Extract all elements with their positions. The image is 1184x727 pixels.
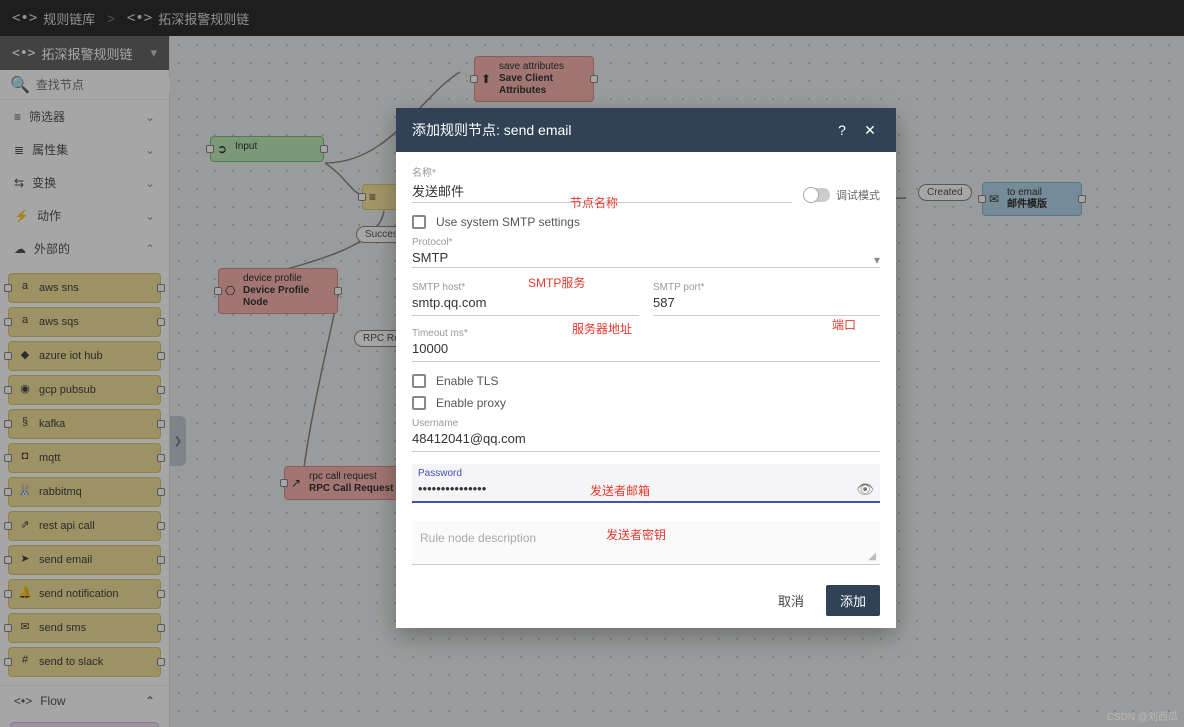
use-system-smtp-checkbox[interactable]: Use system SMTP settings (412, 215, 880, 229)
smtp-port-field[interactable]: SMTP port* 587 (653, 282, 880, 316)
confirm-button[interactable]: 添加 (826, 585, 880, 616)
smtp-host-field[interactable]: SMTP host* smtp.qq.com (412, 282, 639, 316)
username-field[interactable]: Username 48412041@qq.com (412, 418, 880, 452)
protocol-field[interactable]: Protocol* SMTP ▾ (412, 237, 880, 268)
add-node-modal: 添加规则节点: send email ? ✕ 名称* 发送邮件 调试模式 Use… (396, 108, 896, 628)
toggle-switch[interactable] (804, 188, 830, 202)
checkbox-icon (412, 374, 426, 388)
modal-footer: 取消 添加 (396, 573, 896, 628)
enable-tls-checkbox[interactable]: Enable TLS (412, 374, 880, 388)
close-icon[interactable]: ✕ (860, 120, 880, 140)
visibility-off-icon[interactable]: 👁 (856, 481, 874, 498)
checkbox-icon (412, 396, 426, 410)
password-field[interactable]: Password ••••••••••••••• 👁 (412, 464, 880, 503)
modal-body: 名称* 发送邮件 调试模式 Use system SMTP settings P… (396, 152, 896, 573)
debug-toggle[interactable]: 调试模式 (804, 187, 880, 203)
enable-proxy-checkbox[interactable]: Enable proxy (412, 396, 880, 410)
timeout-field[interactable]: Timeout ms* 10000 (412, 328, 880, 362)
watermark: CSDN @刘西瓜 (1107, 708, 1178, 723)
help-icon[interactable]: ? (832, 120, 852, 140)
chevron-down-icon: ▾ (874, 253, 880, 267)
name-field[interactable]: 名称* 发送邮件 (412, 164, 792, 203)
checkbox-icon (412, 215, 426, 229)
modal-title: 添加规则节点: send email (412, 120, 571, 140)
description-field[interactable]: Rule node description ◢ (412, 521, 880, 565)
modal-header: 添加规则节点: send email ? ✕ (396, 108, 896, 152)
cancel-button[interactable]: 取消 (764, 585, 818, 616)
resize-handle-icon: ◢ (868, 551, 876, 562)
